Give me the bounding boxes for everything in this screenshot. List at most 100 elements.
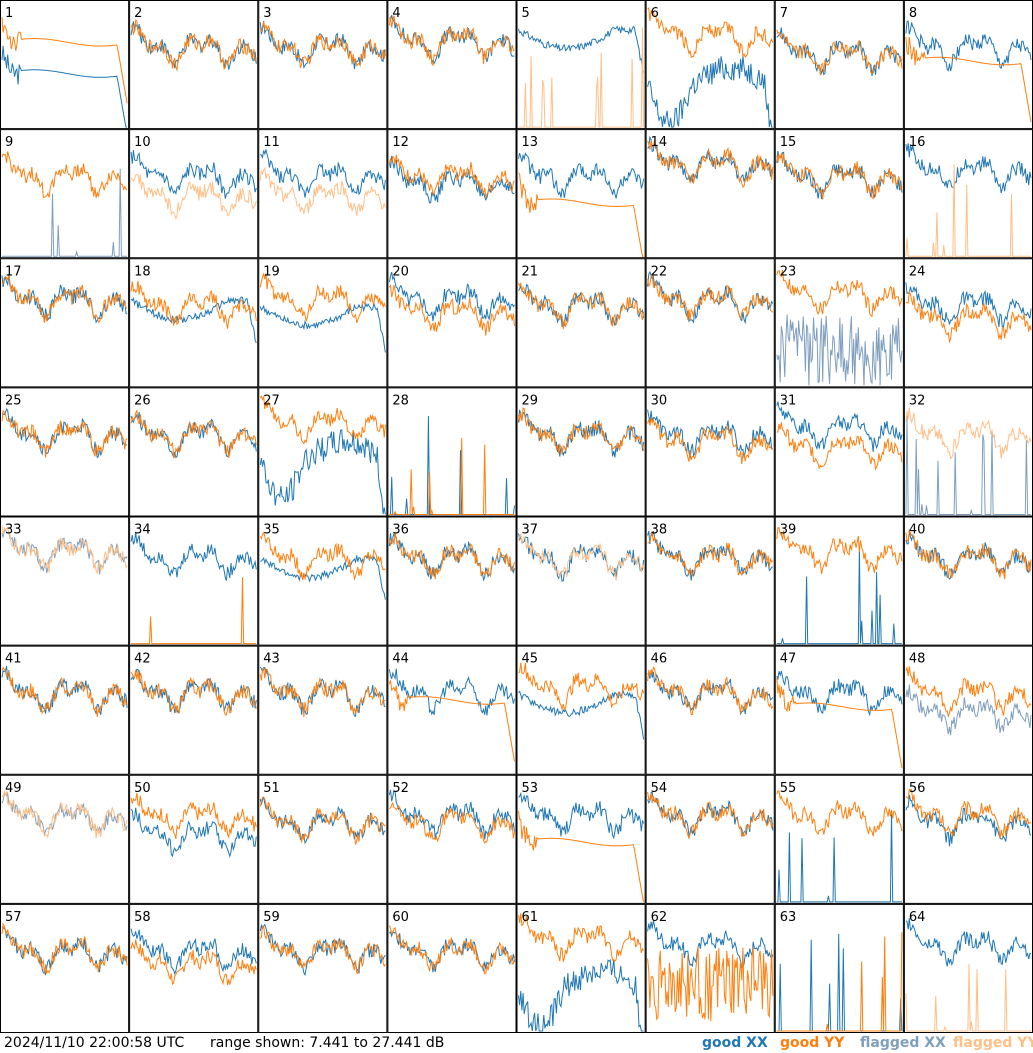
panel-61-xx-trace	[518, 958, 644, 1032]
panel-47: 47	[774, 645, 904, 775]
panel-label: 2	[134, 6, 142, 21]
panel-18: 18	[129, 258, 259, 388]
panel-frame	[774, 129, 904, 259]
panel-label: 15	[780, 135, 797, 150]
panel-frame	[516, 387, 646, 517]
panel-13-yy-trace	[518, 172, 644, 257]
panel-frame	[0, 387, 130, 517]
panel-11-yy-trace	[259, 166, 386, 217]
panel-26-yy-trace	[130, 410, 257, 459]
panel-frame	[645, 774, 775, 904]
panel-label: 19	[263, 264, 280, 279]
panel-26: 26	[129, 387, 259, 517]
panel-5-yy-trace	[518, 27, 645, 128]
panel-2-yy-trace	[130, 19, 257, 72]
panel-label: 34	[134, 523, 151, 538]
panel-frame	[903, 516, 1033, 646]
panel-label: 61	[522, 910, 539, 925]
panel-label: 62	[651, 910, 668, 925]
panel-7-yy-trace	[776, 29, 903, 76]
panel-frame	[129, 258, 259, 388]
panel-27: 27	[258, 387, 388, 517]
panel-label: 44	[392, 652, 409, 667]
panel-label: 3	[263, 6, 271, 21]
panel-label: 26	[134, 393, 151, 408]
panel-55: 55	[774, 774, 904, 904]
panel-38-yy-trace	[647, 531, 774, 577]
panel-11-xx-trace	[259, 148, 386, 198]
panel-frame	[129, 129, 259, 259]
panel-16-xx-trace	[905, 143, 1032, 194]
panel-49-xx-trace	[1, 791, 128, 836]
panel-8: 8	[903, 0, 1033, 130]
panel-28-yy-trace	[389, 437, 515, 515]
panel-30: 30	[645, 387, 775, 517]
panel-51-xx-trace	[259, 796, 386, 845]
panel-frame	[387, 387, 517, 517]
panel-33: 33	[0, 516, 130, 646]
panel-3: 3	[258, 0, 388, 130]
panel-41: 41	[0, 645, 130, 775]
panel-label: 52	[392, 781, 409, 796]
panel-43: 43	[258, 645, 388, 775]
panel-label: 33	[5, 523, 22, 538]
panel-frame	[774, 516, 904, 646]
panel-label: 35	[263, 523, 280, 538]
panel-17: 17	[0, 258, 130, 388]
panel-27-xx-trace	[259, 429, 386, 515]
panel-57-yy-trace	[1, 922, 128, 975]
panel-64-yy-trace	[905, 963, 1031, 1032]
panel-29-yy-trace	[518, 407, 645, 455]
panel-41-yy-trace	[1, 666, 128, 717]
panel-6-yy-trace	[647, 7, 774, 59]
panel-10: 10	[129, 129, 259, 259]
panel-43-yy-trace	[259, 667, 386, 717]
panel-1: 1	[0, 0, 130, 130]
panel-label: 11	[263, 135, 280, 150]
panel-label: 29	[522, 393, 539, 408]
panel-label: 1	[5, 6, 13, 21]
panel-label: 47	[780, 652, 797, 667]
panel-5-xx-trace	[518, 25, 645, 73]
panel-49-yy-trace	[1, 789, 128, 839]
panel-frame	[129, 387, 259, 517]
panel-label: 58	[134, 910, 151, 925]
panel-34: 34	[129, 516, 259, 646]
panel-12-yy-trace	[388, 154, 515, 198]
panel-label: 16	[909, 135, 926, 150]
panel-42-yy-trace	[130, 669, 257, 716]
panel-62-yy-trace	[647, 946, 774, 1022]
panel-frame	[516, 516, 646, 646]
panel-frame	[129, 645, 259, 775]
panel-label: 22	[651, 264, 668, 279]
panel-10-xx-trace	[130, 149, 257, 199]
panel-label: 24	[909, 264, 926, 279]
panel-36: 36	[387, 516, 517, 646]
panel-19: 19	[258, 258, 388, 388]
panel-15: 15	[774, 129, 904, 259]
panel-label: 20	[392, 264, 409, 279]
panel-57: 57	[0, 903, 130, 1033]
panel-frame	[258, 516, 388, 646]
panel-6: 6	[645, 0, 775, 130]
panel-label: 63	[780, 910, 797, 925]
panel-56: 56	[903, 774, 1033, 904]
panel-62: 62	[645, 903, 775, 1033]
panel-32-xx-trace	[905, 415, 1031, 515]
panel-44-xx-trace	[388, 668, 515, 716]
panel-label: 12	[392, 135, 409, 150]
panel-label: 38	[651, 523, 668, 538]
legend-flagged-xx: flagged XX	[860, 1035, 946, 1051]
panel-frame	[645, 0, 775, 130]
panel-label: 55	[780, 781, 797, 796]
panel-label: 51	[263, 781, 280, 796]
panel-label: 39	[780, 523, 797, 538]
panel-24-yy-trace	[905, 290, 1032, 344]
panel-label: 6	[651, 6, 659, 21]
panel-27-yy-trace	[259, 395, 386, 445]
panel-label: 41	[5, 652, 22, 667]
panel-24: 24	[903, 258, 1033, 388]
panel-label: 18	[134, 264, 151, 279]
panel-9-yy-trace	[1, 151, 128, 199]
panel-frame	[516, 129, 646, 259]
